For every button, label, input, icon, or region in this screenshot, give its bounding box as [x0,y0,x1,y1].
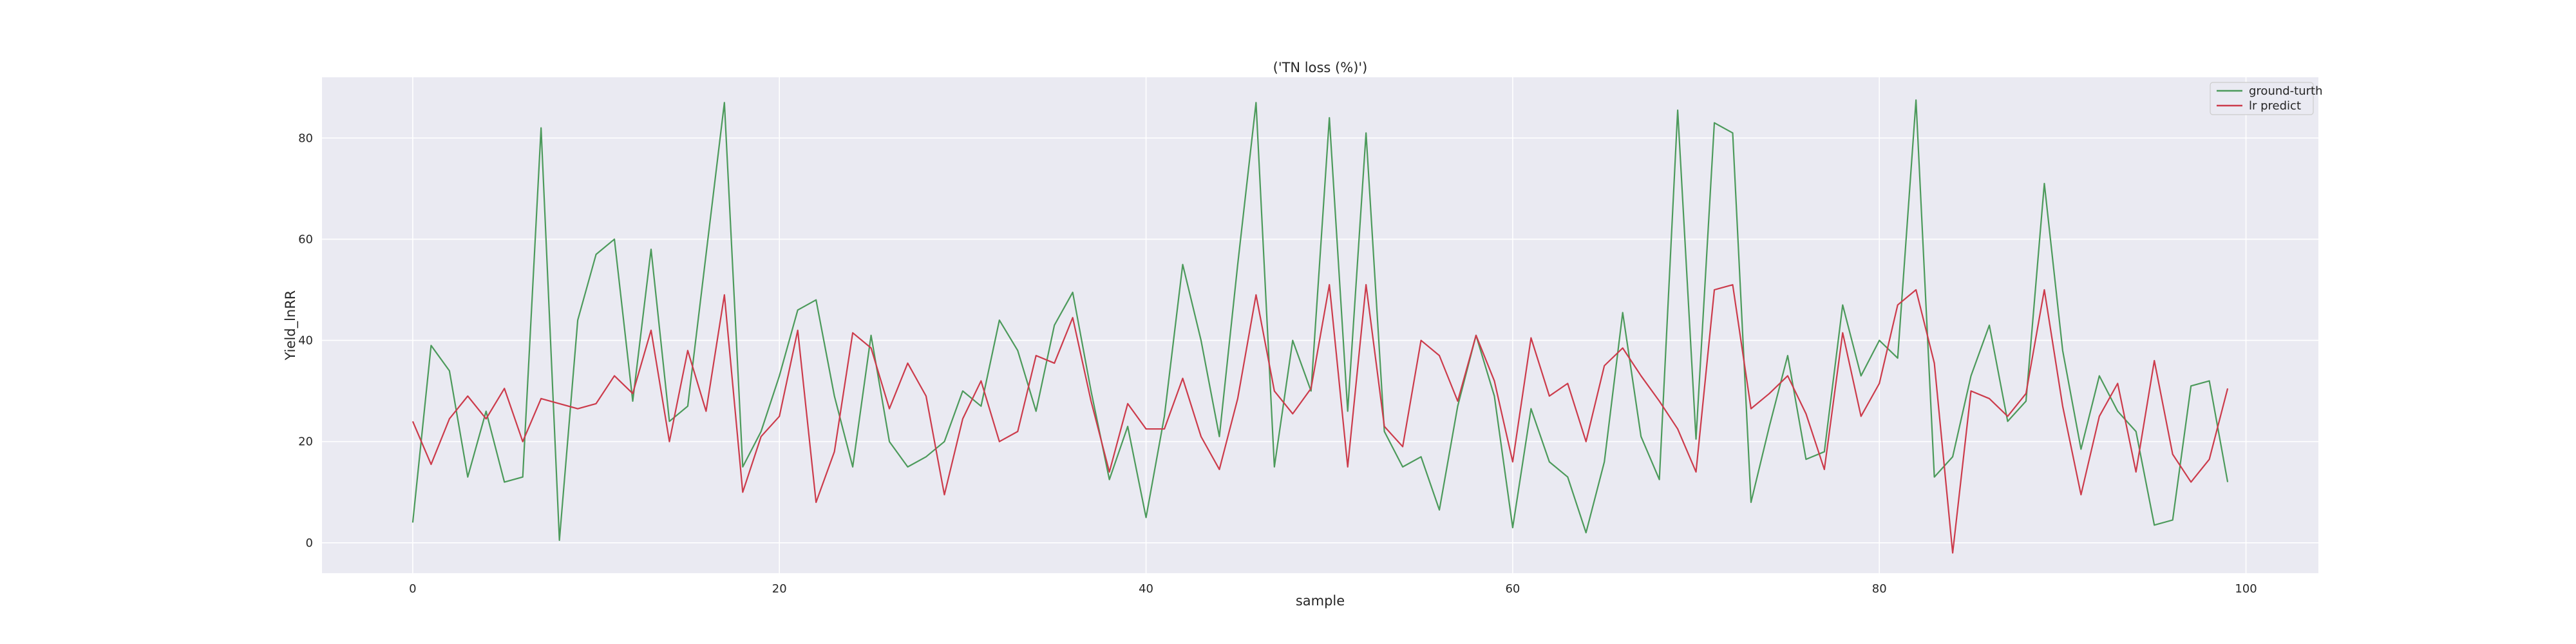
x-tick-label: 60 [1505,582,1520,596]
x-tick-label: 20 [772,582,787,596]
y-tick-label: 20 [298,435,313,449]
x-tick-label: 80 [1872,582,1887,596]
x-tick-label: 40 [1139,582,1153,596]
series-layer [412,99,2229,554]
x-tick-label: 100 [2235,582,2257,596]
tick-labels: 0 20 40 60 80 100 0 20 40 60 80 [298,131,2257,596]
legend-label-lr-predict: lr predict [2249,99,2301,113]
y-tick-label: 80 [298,131,313,145]
plot-area [322,77,2318,573]
series-line-ground-turth [412,99,2229,542]
y-tick-label: 0 [306,536,313,550]
y-tick-label: 40 [298,334,313,348]
legend-label-ground-turth: ground-turth [2249,84,2323,98]
y-axis-label: Yield_lnRR [283,290,299,361]
series-line-lr-predict [412,284,2229,554]
x-tick-label: 0 [409,582,416,596]
legend: ground-turth lr predict [2210,82,2323,115]
y-tick-label: 60 [298,232,313,246]
chart-title: ('TN loss (%)') [1273,60,1368,75]
x-axis-label: sample [1296,593,1345,609]
